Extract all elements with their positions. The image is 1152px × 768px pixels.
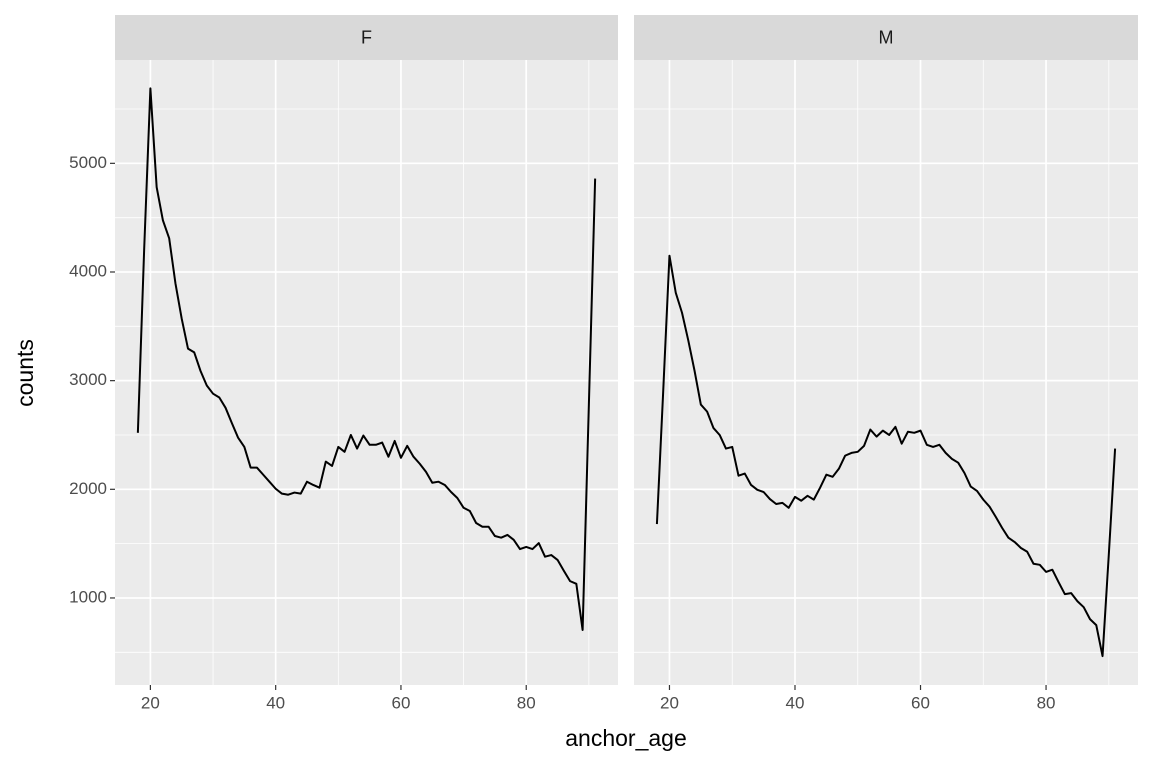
x-tick-label: 20 — [660, 693, 679, 712]
x-tick-label: 60 — [911, 693, 930, 712]
strip-background — [115, 15, 618, 60]
x-tick-label: 40 — [786, 693, 805, 712]
strip-label: M — [879, 27, 894, 47]
y-axis-title: counts — [12, 339, 38, 407]
y-tick-label: 4000 — [69, 261, 107, 280]
x-tick-label: 80 — [1037, 693, 1056, 712]
x-tick-label: 80 — [517, 693, 536, 712]
x-tick-label: 60 — [391, 693, 410, 712]
y-tick-label: 1000 — [69, 587, 107, 606]
panel-background — [115, 60, 618, 685]
strip-background — [634, 15, 1138, 60]
data-line — [136, 87, 597, 632]
y-tick-label: 2000 — [69, 479, 107, 498]
y-tick-label: 5000 — [69, 153, 107, 172]
strip-label: F — [361, 27, 372, 47]
y-tick-label: 3000 — [69, 370, 107, 389]
x-tick-label: 40 — [266, 693, 285, 712]
data-line — [655, 254, 1117, 658]
x-axis-title: anchor_age — [565, 725, 687, 751]
x-tick-label: 20 — [141, 693, 160, 712]
